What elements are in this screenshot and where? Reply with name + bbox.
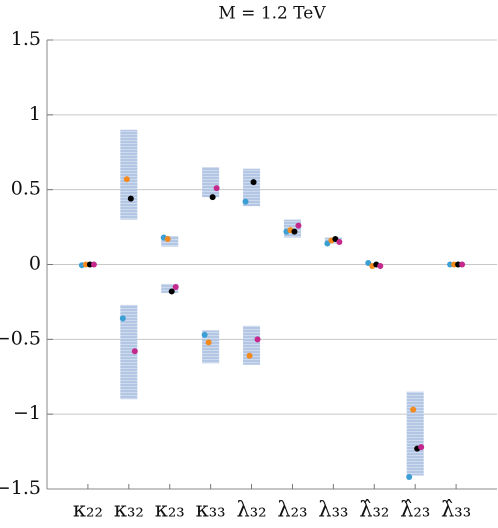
y-tick-label: −0.5: [0, 327, 41, 349]
y-tick-label: 1.5: [11, 28, 41, 50]
point: [123, 176, 130, 183]
x-tick-label: λ̂₃₃: [441, 498, 471, 522]
point: [254, 336, 261, 343]
point: [131, 348, 138, 355]
point: [119, 315, 126, 322]
y-tick-label: 0: [29, 253, 41, 275]
range-texture: [120, 129, 138, 220]
chart-title: M = 1.2 TeV: [218, 4, 326, 24]
y-tick-label: 0.5: [11, 178, 41, 200]
point: [201, 331, 208, 338]
point: [250, 179, 257, 186]
point: [295, 222, 302, 229]
point: [164, 236, 171, 243]
point: [127, 195, 134, 202]
x-tick-label: κ₂₃: [155, 498, 185, 522]
point: [90, 261, 97, 268]
x-tick-label: λ₂₃: [277, 498, 307, 522]
x-tick-label: κ₂₂: [73, 498, 103, 522]
point: [209, 194, 216, 201]
y-tick-label: −1: [13, 402, 41, 424]
x-tick-label: λ₃₃: [318, 498, 348, 522]
range-texture: [161, 283, 179, 293]
x-tick-label: λ̂₂₃: [400, 498, 430, 522]
y-tick-label: 1: [29, 103, 41, 125]
range-texture: [202, 167, 220, 198]
point: [172, 283, 179, 290]
range-texture: [202, 330, 220, 364]
point: [410, 406, 417, 413]
point: [406, 474, 413, 481]
x-tick-label: λ̂₃₂: [359, 498, 389, 522]
point: [242, 198, 249, 205]
x-tick-label: κ₃₂: [114, 498, 144, 522]
point: [213, 185, 220, 192]
point: [459, 261, 466, 268]
x-tick-label: κ₃₃: [196, 498, 226, 522]
point: [291, 228, 298, 235]
y-tick-label: −1.5: [0, 477, 41, 499]
point: [418, 444, 425, 451]
x-tick-label: λ₃₂: [236, 498, 266, 522]
range-texture: [406, 391, 424, 476]
range-texture: [243, 168, 261, 207]
point: [246, 352, 253, 359]
point: [168, 288, 175, 295]
range-texture: [243, 325, 261, 365]
point: [205, 339, 212, 346]
point: [336, 239, 343, 246]
point: [377, 262, 384, 269]
range-texture: [161, 236, 179, 247]
range-texture: [120, 304, 138, 400]
